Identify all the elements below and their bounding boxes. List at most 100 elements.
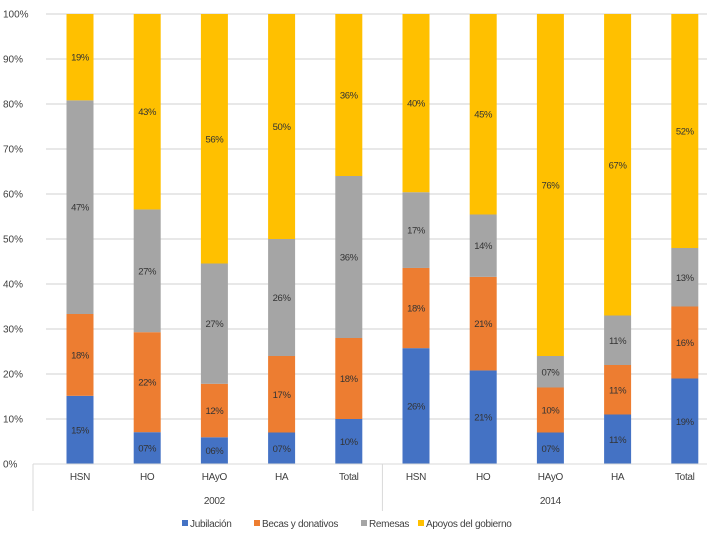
y-tick-label: 90% xyxy=(3,55,23,66)
bar-segment-jubilacion xyxy=(66,395,94,464)
data-label: 11% xyxy=(609,435,627,446)
y-tick-label: 20% xyxy=(3,370,23,381)
bar-segment-apoyos-del-gobierno xyxy=(536,14,564,356)
bar-segment-remesas xyxy=(200,263,228,384)
bar-segment-becas-y-donativos xyxy=(402,267,430,349)
legend-label: Becas y donativos xyxy=(262,519,338,530)
bar-segment-jubilacion xyxy=(469,370,497,464)
data-label: 43% xyxy=(138,107,157,118)
bar-segment-becas-y-donativos xyxy=(200,383,228,438)
data-label: 19% xyxy=(676,417,695,428)
data-label: 10% xyxy=(541,406,560,417)
data-label: 27% xyxy=(138,266,157,277)
data-labels: 15% 18% 47% 19% 07% 22% 27% 43% 06% 12% 27% 56% 07% 1… xyxy=(71,53,695,457)
data-label: 36% xyxy=(340,91,359,102)
x-axis: HSN HO HAyO HA Total 2002 HSN HO HAyO HA Total 2014 xyxy=(32,463,707,511)
bar-segment-becas-y-donativos xyxy=(268,356,296,433)
bar-segment-becas-y-donativos xyxy=(604,365,632,415)
data-label: 47% xyxy=(71,203,90,214)
x-group-label: 2002 xyxy=(204,496,226,507)
legend-label: Apoyos del gobierno xyxy=(426,519,512,530)
bar-segment-becas-y-donativos xyxy=(469,276,497,371)
data-label: 16% xyxy=(676,338,695,349)
bar-segment-apoyos-del-gobierno xyxy=(200,14,228,264)
y-axis: 0% 10% 20% 30% 40% 50% 60% 70% 80% 90% 100% xyxy=(3,10,29,471)
data-label: 21% xyxy=(474,319,493,330)
data-label: 11% xyxy=(609,385,627,396)
data-label: 56% xyxy=(205,134,224,145)
data-label: 13% xyxy=(676,273,695,284)
x-category-label: HO xyxy=(140,472,155,483)
bar-segment-remesas xyxy=(133,209,161,333)
legend-swatch xyxy=(361,520,367,526)
bar-segment-jubilacion xyxy=(402,348,430,464)
bar-segment-remesas xyxy=(536,356,564,388)
data-label: 45% xyxy=(474,110,493,121)
data-label: 19% xyxy=(71,53,90,64)
data-label: 36% xyxy=(340,253,359,264)
x-group-label: 2014 xyxy=(540,496,562,507)
x-category-label: HSN xyxy=(70,472,90,483)
x-category-label: HAyO xyxy=(202,472,228,483)
data-label: 18% xyxy=(340,374,359,385)
bar-segment-remesas xyxy=(268,239,296,356)
data-label: 27% xyxy=(205,319,224,330)
y-tick-label: 80% xyxy=(3,100,23,111)
data-label: 22% xyxy=(138,378,157,389)
x-category-label: Total xyxy=(675,472,695,483)
y-tick-label: 0% xyxy=(3,460,18,471)
data-label: 21% xyxy=(474,413,493,424)
data-label: 11% xyxy=(609,336,627,347)
bar-segment-apoyos-del-gobierno xyxy=(66,14,94,101)
bar-segment-apoyos-del-gobierno xyxy=(402,14,430,193)
data-label: 15% xyxy=(71,425,90,436)
bar-segment-apoyos-del-gobierno xyxy=(671,14,699,248)
legend-swatch xyxy=(182,520,188,526)
bar-segment-remesas xyxy=(335,176,363,338)
data-label: 18% xyxy=(71,350,90,361)
x-category-label: HO xyxy=(476,472,491,483)
x-category-label: Total xyxy=(339,472,359,483)
bar-segment-apoyos-del-gobierno xyxy=(133,14,161,210)
bar-segment-apoyos-del-gobierno xyxy=(469,14,497,215)
y-tick-label: 70% xyxy=(3,145,23,156)
bar-segment-becas-y-donativos xyxy=(536,387,564,433)
bar-segment-remesas xyxy=(66,100,94,314)
data-label: 67% xyxy=(609,160,628,171)
bar-segment-becas-y-donativos xyxy=(66,314,94,396)
bar-segment-apoyos-del-gobierno xyxy=(604,14,632,316)
data-label: 07% xyxy=(541,367,560,378)
data-label: 14% xyxy=(474,241,493,252)
y-tick-label: 40% xyxy=(3,280,23,291)
bar-segment-remesas xyxy=(469,214,497,277)
legend: Jubilación Becas y donativos Remesas Apoyos… xyxy=(182,519,513,530)
data-label: 40% xyxy=(407,99,426,110)
bar-segment-remesas xyxy=(604,315,632,365)
legend-swatch xyxy=(418,520,424,526)
data-label: 26% xyxy=(273,293,292,304)
bar-segment-jubilacion xyxy=(200,437,228,464)
data-label: 07% xyxy=(138,444,157,455)
bar-segment-jubilacion xyxy=(536,432,564,464)
data-label: 17% xyxy=(273,390,292,401)
data-label: 07% xyxy=(273,444,292,455)
bars xyxy=(66,14,699,464)
bar-segment-becas-y-donativos xyxy=(671,306,699,379)
bar-segment-jubilacion xyxy=(335,419,363,464)
y-tick-label: 100% xyxy=(3,10,29,21)
y-tick-label: 10% xyxy=(3,415,23,426)
bar-segment-becas-y-donativos xyxy=(133,332,161,433)
legend-swatch xyxy=(254,520,260,526)
x-category-label: HSN xyxy=(406,472,426,483)
bar-segment-apoyos-del-gobierno xyxy=(268,14,296,239)
legend-label: Jubilación xyxy=(190,519,231,530)
bar-segment-jubilacion xyxy=(671,378,699,464)
x-category-label: HA xyxy=(611,472,625,483)
data-label: 12% xyxy=(205,406,224,417)
bar-segment-remesas xyxy=(402,192,430,268)
bar-segment-remesas xyxy=(671,248,699,307)
data-label: 18% xyxy=(407,304,426,315)
y-tick-label: 60% xyxy=(3,190,23,201)
y-tick-label: 50% xyxy=(3,235,23,246)
